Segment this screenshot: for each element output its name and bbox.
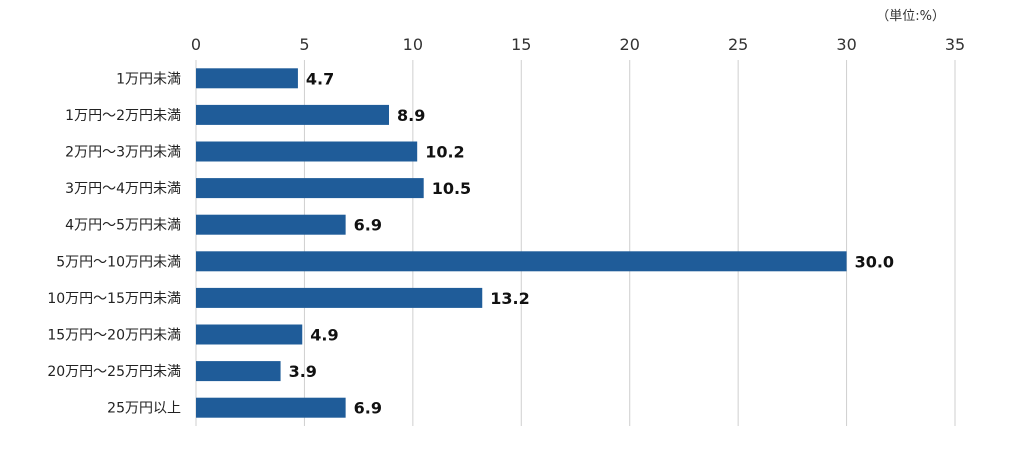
value-label: 6.9 — [354, 216, 382, 235]
category-label: 2万円～3万円未満 — [65, 145, 181, 161]
x-axis-ticks: 0 5 10 15 20 25 30 35 — [191, 35, 965, 54]
bar — [196, 251, 847, 272]
bar — [196, 178, 424, 199]
category-label: 10万円～15万円未満 — [47, 291, 181, 307]
value-labels: 4.7 8.910.2 10.5 6.9 30.0 13.2 4.9 3.9 6.9 — [289, 69, 894, 417]
bar — [196, 324, 303, 345]
bar — [196, 141, 418, 162]
value-label: 4.7 — [306, 69, 334, 88]
x-tick-label: 35 — [945, 35, 965, 54]
value-label: 4.9 — [310, 326, 338, 345]
value-label: 10.5 — [432, 179, 471, 198]
x-tick-label: 20 — [620, 35, 640, 54]
category-label: 3万円～4万円未満 — [65, 181, 181, 197]
bar — [196, 68, 298, 89]
category-label: 1万円～2万円未満 — [65, 108, 181, 124]
bars — [196, 68, 847, 418]
x-tick-label: 25 — [728, 35, 748, 54]
x-tick-label: 30 — [836, 35, 856, 54]
category-label: 20万円～25万円未満 — [47, 364, 181, 380]
x-tick-label: 10 — [403, 35, 423, 54]
value-label: 13.2 — [490, 289, 529, 308]
bar — [196, 104, 390, 125]
value-label: 8.9 — [397, 106, 425, 125]
bar — [196, 361, 281, 382]
category-label: 15万円～20万円未満 — [47, 328, 181, 344]
category-labels: 1万円未満 1万円～2万円未満 2万円～3万円未満 3万円～4万円未満 4万円～5万円未… — [47, 71, 181, 416]
value-label: 10.2 — [425, 143, 464, 162]
x-tick-label: 5 — [299, 35, 309, 54]
value-label: 6.9 — [354, 399, 382, 418]
x-tick-label: 15 — [511, 35, 531, 54]
unit-label: （単位:%） — [876, 8, 945, 24]
bar — [196, 287, 483, 308]
value-label: 3.9 — [289, 362, 317, 381]
category-label: 5万円～10万円未満 — [56, 254, 181, 270]
value-label: 30.0 — [855, 252, 894, 271]
bar — [196, 214, 346, 235]
category-label: 25万円以上 — [107, 401, 181, 417]
category-label: 4万円～5万円未満 — [65, 218, 181, 234]
bar — [196, 397, 346, 418]
category-label: 1万円未満 — [116, 71, 181, 87]
x-tick-label: 0 — [191, 35, 201, 54]
